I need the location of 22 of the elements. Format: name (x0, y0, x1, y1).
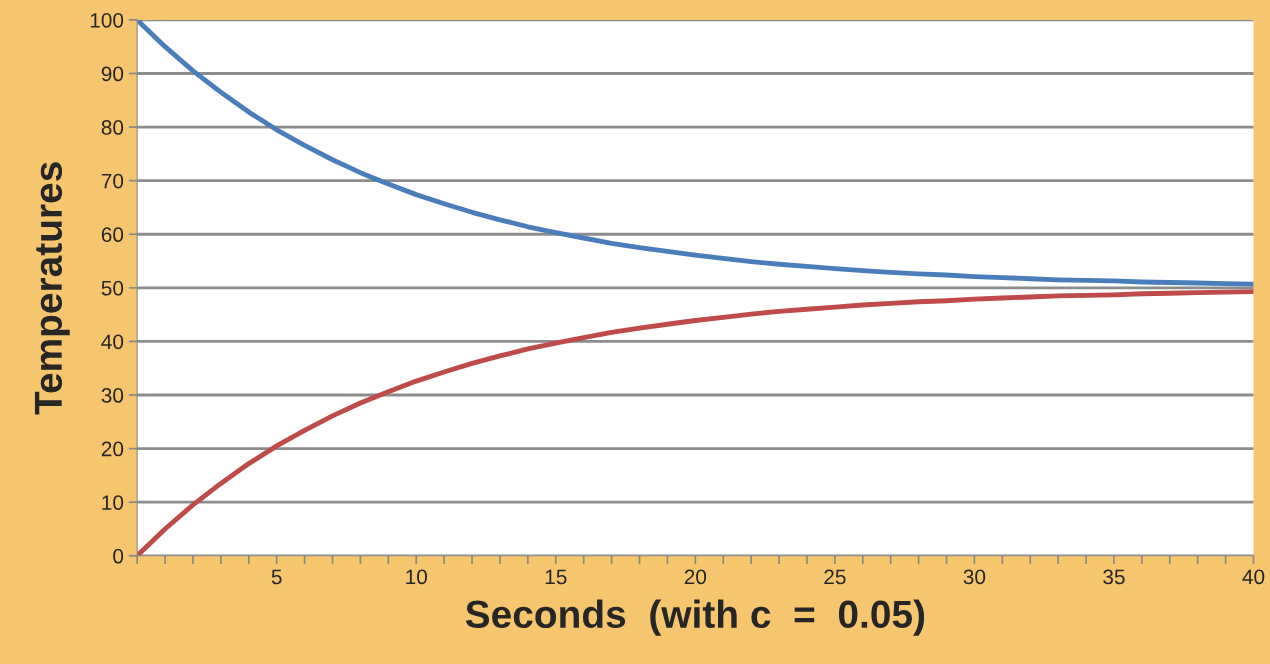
y-tick-label: 0 (113, 548, 124, 564)
y-tick-label: 50 (101, 280, 124, 296)
x-tick-label: 20 (684, 569, 707, 585)
y-tick-label: 70 (101, 173, 124, 189)
x-tick-label: 30 (963, 569, 986, 585)
x-tick-label: 35 (1103, 569, 1125, 585)
y-tick-label: 30 (101, 388, 124, 403)
y-tick-label: 60 (101, 227, 124, 243)
y-tick-label: 90 (101, 66, 124, 82)
line-series (137, 19, 1254, 287)
y-tick-label: 100 (90, 12, 124, 28)
x-tick-label: 25 (824, 569, 846, 585)
y-tick-label: 80 (101, 120, 124, 135)
x-tick-label: 40 (1242, 569, 1265, 585)
x-axis-title: Seconds (with c = 0.05) (465, 599, 925, 636)
x-tick-label: 15 (545, 569, 567, 585)
y-axis-title: Temperatures (34, 162, 70, 415)
x-tick-label: 5 (271, 569, 282, 585)
y-tick-label: 10 (102, 495, 124, 510)
y-tick-label: 20 (101, 441, 124, 457)
y-tick-label: 40 (101, 334, 124, 350)
x-tick-label: 10 (406, 569, 428, 585)
